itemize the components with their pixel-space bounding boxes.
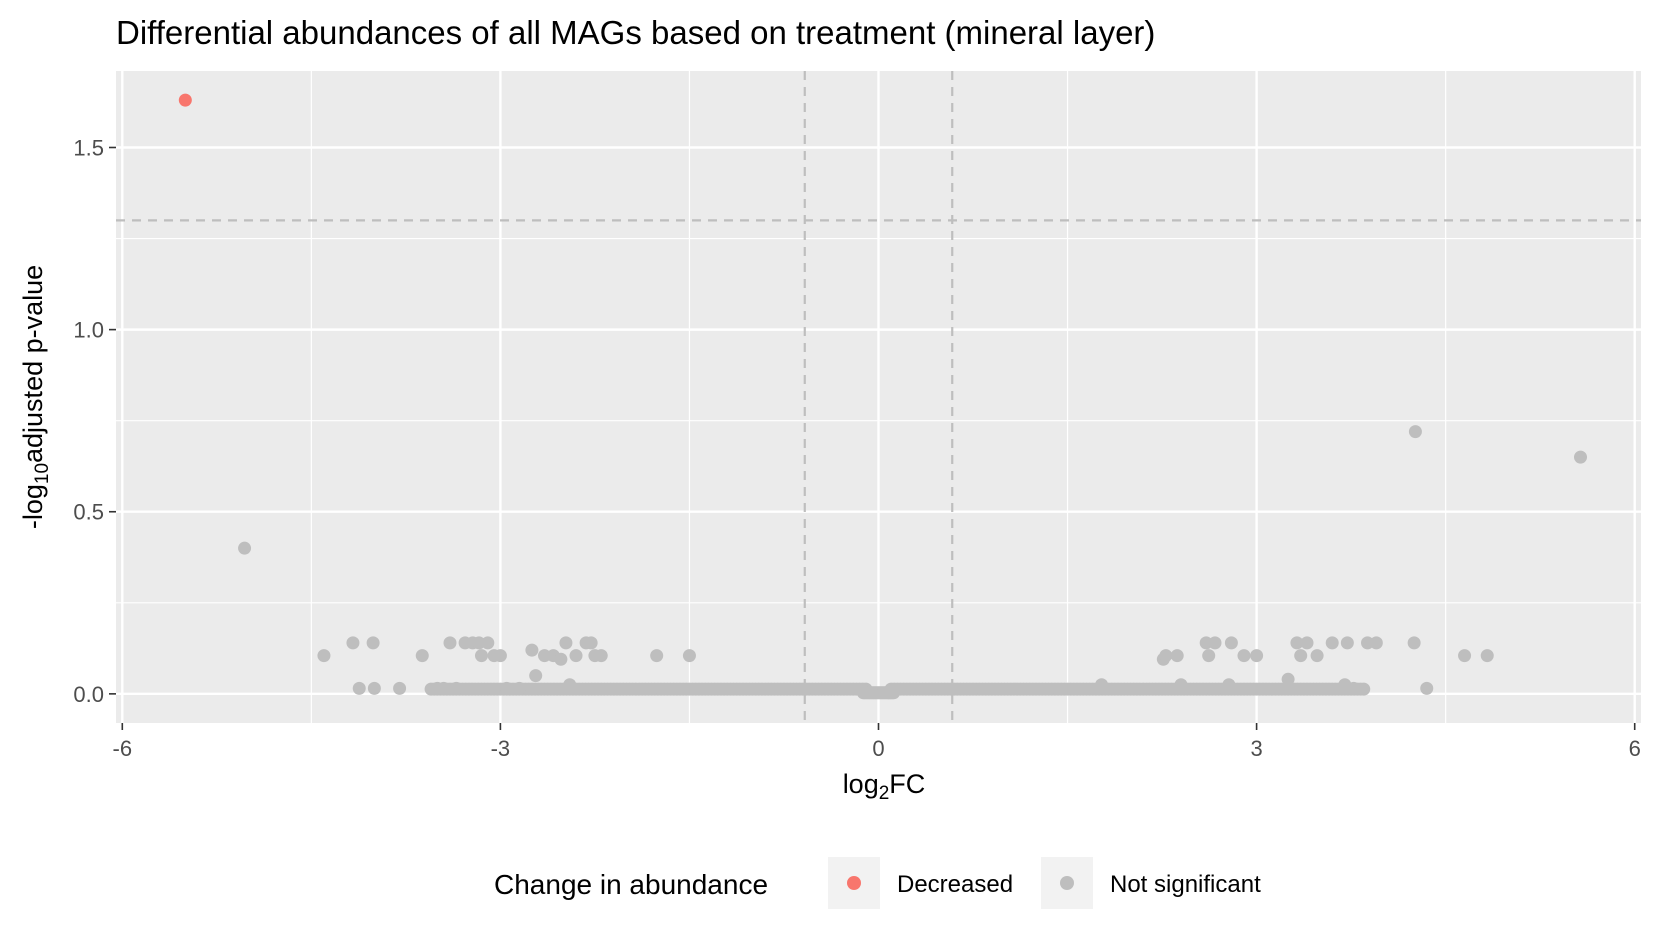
x-tick-label: -3 bbox=[491, 736, 511, 761]
not-significant-point bbox=[1340, 636, 1354, 650]
not-significant-point bbox=[594, 649, 608, 663]
x-tick-label: 0 bbox=[872, 736, 884, 761]
not-significant-point bbox=[415, 649, 429, 663]
not-significant-point bbox=[1369, 636, 1383, 650]
x-axis-title: log2FC bbox=[843, 769, 926, 804]
not-significant-point bbox=[1202, 649, 1216, 663]
not-significant-point bbox=[1294, 649, 1308, 663]
not-significant-point bbox=[682, 649, 696, 663]
not-significant-point bbox=[317, 649, 331, 663]
axes: -6 -3 0 3 6 0.0 0.5 1.0 1.5 bbox=[73, 135, 1640, 761]
y-axis-title-rest: adjusted p-value bbox=[18, 265, 48, 463]
not-significant-point bbox=[1310, 649, 1324, 663]
x-axis-title-rest: FC bbox=[889, 769, 925, 799]
not-significant-point bbox=[1159, 649, 1173, 663]
not-significant-point bbox=[437, 681, 451, 695]
legend-key-decreased-dot bbox=[847, 876, 861, 890]
not-significant-point bbox=[1222, 678, 1236, 692]
legend: Change in abundance Decreased Not signif… bbox=[494, 857, 1261, 909]
legend-key-not-significant-dot bbox=[1060, 876, 1074, 890]
not-significant-point bbox=[1224, 636, 1238, 650]
not-significant-point bbox=[500, 681, 514, 695]
not-significant-point bbox=[474, 649, 488, 663]
legend-title: Change in abundance bbox=[494, 869, 768, 900]
y-axis-title-subscript: 10 bbox=[32, 463, 53, 484]
chart-title: Differential abundances of all MAGs base… bbox=[116, 14, 1155, 51]
not-significant-point bbox=[352, 681, 366, 695]
y-axis-title: -log10adjusted p-value bbox=[18, 265, 53, 529]
not-significant-point bbox=[1095, 678, 1109, 692]
not-significant-point bbox=[238, 541, 252, 555]
not-significant-point bbox=[887, 686, 901, 700]
x-tick-label: 3 bbox=[1250, 736, 1262, 761]
not-significant-point bbox=[1250, 649, 1264, 663]
not-significant-point bbox=[1174, 678, 1188, 692]
x-axis-title-base: log bbox=[843, 769, 879, 799]
not-significant-point bbox=[367, 681, 381, 695]
not-significant-point bbox=[1408, 425, 1422, 439]
not-significant-point bbox=[529, 669, 543, 683]
not-significant-point bbox=[1290, 636, 1304, 650]
not-significant-point bbox=[584, 636, 598, 650]
not-significant-point bbox=[1170, 649, 1184, 663]
not-significant-point bbox=[1357, 682, 1371, 696]
not-significant-point bbox=[554, 652, 568, 666]
x-axis-title-subscript: 2 bbox=[879, 783, 890, 804]
y-tick-label: 0.0 bbox=[73, 682, 104, 707]
not-significant-point bbox=[1300, 636, 1314, 650]
y-tick-label: 0.5 bbox=[73, 500, 104, 525]
y-axis-title-pre: -log bbox=[18, 484, 48, 529]
not-significant-point bbox=[569, 649, 583, 663]
x-tick-label: -6 bbox=[113, 736, 133, 761]
not-significant-point bbox=[1347, 681, 1361, 695]
not-significant-point bbox=[1208, 636, 1222, 650]
not-significant-point bbox=[1458, 649, 1472, 663]
y-tick-label: 1.0 bbox=[73, 318, 104, 343]
decreased-point bbox=[178, 93, 192, 107]
not-significant-point bbox=[1574, 450, 1588, 464]
not-significant-point bbox=[393, 681, 407, 695]
not-significant-point bbox=[1420, 681, 1434, 695]
not-significant-point bbox=[559, 636, 573, 650]
not-significant-point bbox=[1281, 672, 1295, 686]
not-significant-point bbox=[366, 636, 380, 650]
grid-lines bbox=[116, 71, 1641, 723]
not-significant-point bbox=[1325, 636, 1339, 650]
not-significant-point bbox=[493, 649, 507, 663]
threshold-lines bbox=[116, 71, 1641, 723]
not-significant-point bbox=[1237, 649, 1251, 663]
not-significant-point bbox=[563, 678, 577, 692]
not-significant-point bbox=[1480, 649, 1494, 663]
not-significant-point bbox=[525, 643, 539, 657]
legend-label-decreased: Decreased bbox=[897, 871, 1013, 898]
y-tick-label: 1.5 bbox=[73, 135, 104, 160]
not-significant-point bbox=[346, 636, 360, 650]
not-significant-point bbox=[650, 649, 664, 663]
not-significant-point bbox=[481, 636, 495, 650]
not-significant-point bbox=[443, 636, 457, 650]
not-significant-point bbox=[1407, 636, 1421, 650]
not-significant-point bbox=[449, 681, 463, 695]
not-significant-point bbox=[512, 681, 526, 695]
x-tick-label: 6 bbox=[1629, 736, 1641, 761]
data-points bbox=[178, 93, 1588, 700]
legend-label-not-significant: Not significant bbox=[1110, 871, 1261, 898]
